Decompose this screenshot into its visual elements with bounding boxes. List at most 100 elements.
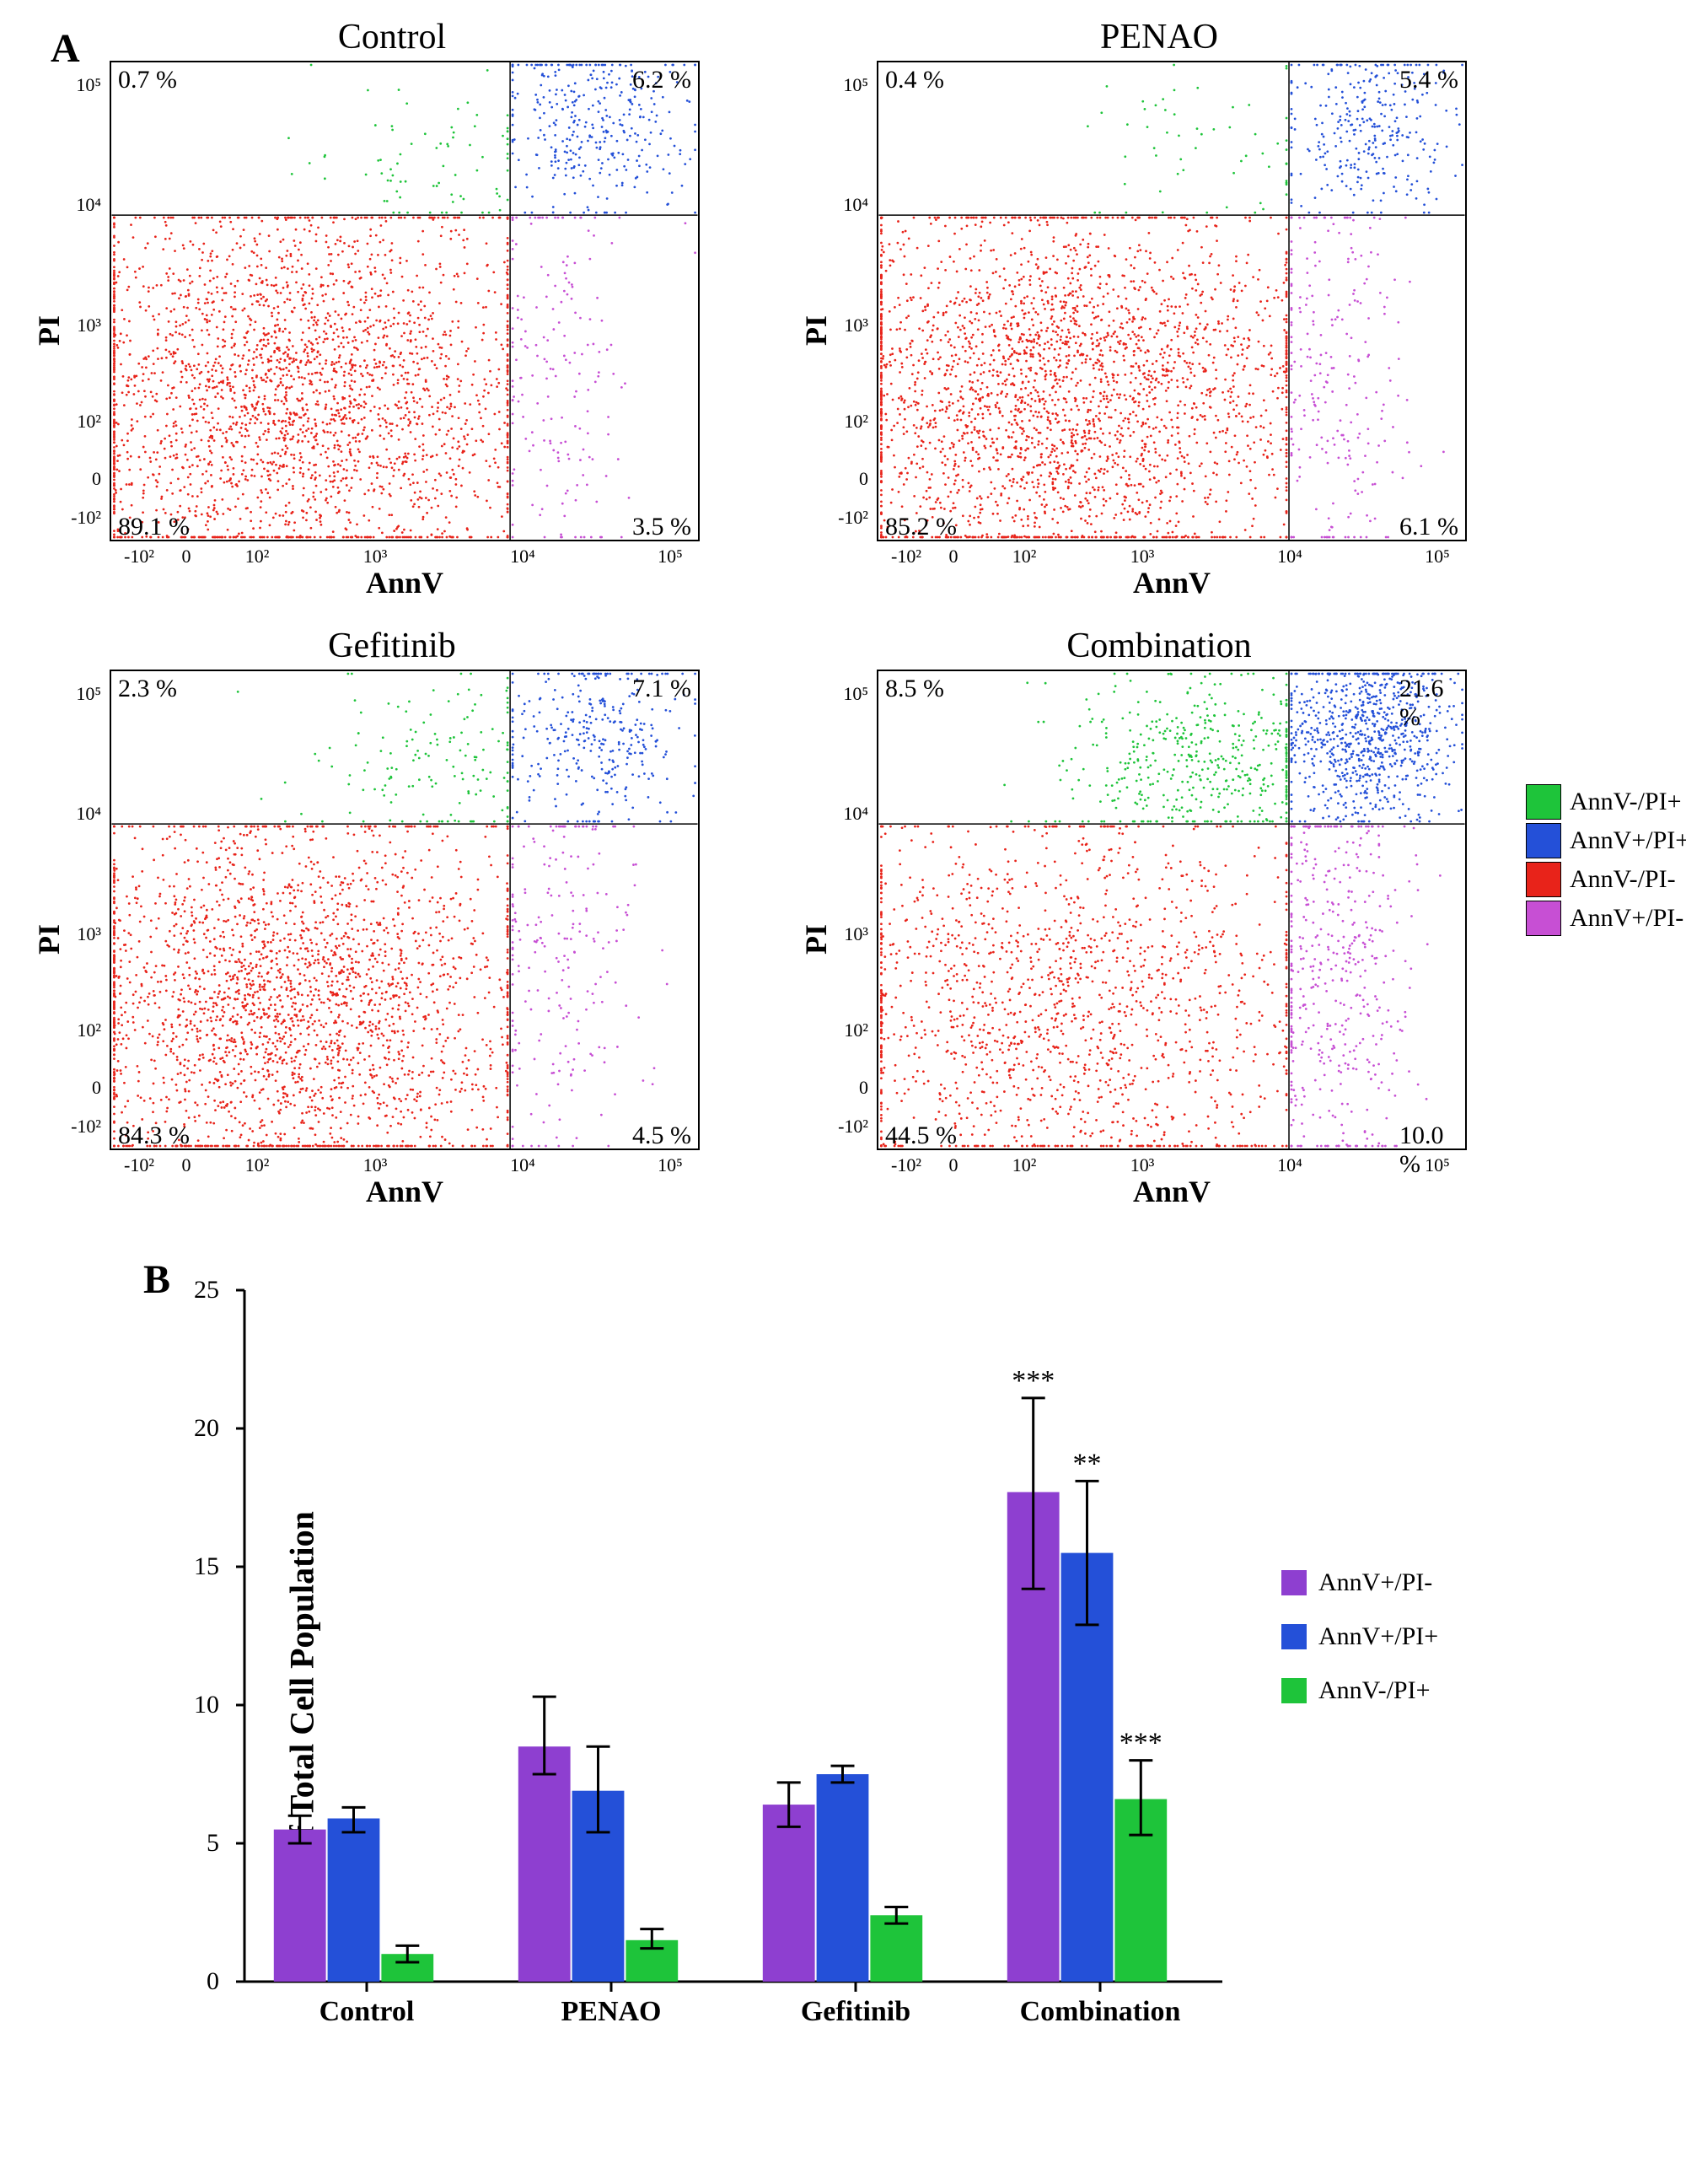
quadrant-percent: 4.5 %: [632, 1122, 691, 1150]
x-tick: 0: [182, 1154, 191, 1176]
bar-legend-item: AnnV+/PI+: [1281, 1622, 1438, 1651]
y-tick: 0: [801, 1077, 868, 1099]
scatter-plot: GefitinibPIAnnV-10²010²10³10⁴10⁵-10²010²…: [34, 626, 750, 1209]
quadrant-percent: 0.4 %: [885, 66, 944, 94]
legend-swatch: [1526, 784, 1561, 820]
x-tick: 10³: [363, 546, 388, 568]
x-tick: 10⁵: [658, 1154, 683, 1176]
bar-legend: AnnV+/PI- AnnV+/PI+ AnnV-/PI+: [1281, 1568, 1438, 1730]
bar-legend-swatch: [1281, 1624, 1307, 1649]
bar-legend-label: AnnV+/PI+: [1318, 1622, 1438, 1651]
legend-label: AnnV+/PI+: [1570, 826, 1686, 855]
significance-label: **: [1073, 1448, 1102, 1479]
quadrant-percent: 2.3 %: [118, 675, 177, 703]
scatter-svg: [110, 670, 700, 1150]
y-tick: 0: [34, 468, 101, 490]
quadrant-percent: 21.6 %: [1399, 675, 1458, 732]
quadrant-percent: 44.5 %: [885, 1122, 957, 1150]
x-tick: 10²: [1012, 1154, 1037, 1176]
x-tick: 10⁴: [510, 1154, 535, 1176]
bar: [518, 1746, 571, 1982]
x-tick: 10³: [363, 1154, 388, 1176]
bar: [870, 1915, 922, 1982]
quadrant-percent: 6.2 %: [632, 66, 691, 94]
bar-y-tick: 25: [135, 1276, 219, 1304]
x-tick: -10²: [891, 1154, 921, 1176]
y-tick: 10⁵: [34, 683, 101, 705]
x-tick: -10²: [891, 546, 921, 568]
x-tick: 0: [949, 546, 958, 568]
bar-y-tick: 15: [135, 1552, 219, 1581]
scatter-svg: [877, 670, 1467, 1150]
legend-item: AnnV-/PI-: [1526, 862, 1686, 897]
x-tick: 10⁵: [658, 546, 683, 568]
bar-chart-area: 0510152025ControlPENAOGefitinibCombinati…: [228, 1282, 1239, 2041]
bar-y-tick: 10: [135, 1691, 219, 1719]
scatter-legend: AnnV-/PI+ AnnV+/PI+ AnnV-/PI- AnnV+/PI-: [1526, 784, 1686, 939]
y-tick: -10²: [34, 1116, 101, 1138]
y-tick: 0: [801, 468, 868, 490]
plot-title: PENAO: [801, 17, 1517, 57]
y-tick: 10⁴: [801, 194, 868, 216]
y-tick: 10⁴: [34, 803, 101, 825]
bar-legend-item: AnnV+/PI-: [1281, 1568, 1438, 1597]
x-tick: -10²: [124, 1154, 154, 1176]
legend-swatch: [1526, 862, 1561, 897]
quadrant-percent: 5.4 %: [1399, 66, 1458, 94]
plot-title: Control: [34, 17, 750, 57]
y-tick: 10³: [34, 315, 101, 336]
bar-legend-item: AnnV-/PI+: [1281, 1676, 1438, 1705]
y-tick: 0: [34, 1077, 101, 1099]
scatter-plot: CombinationPIAnnV-10²010²10³10⁴10⁵-10²01…: [801, 626, 1517, 1209]
quadrant-percent: 0.7 %: [118, 66, 177, 94]
y-tick: 10²: [34, 1019, 101, 1041]
bar: [274, 1830, 326, 1982]
plot-title: Combination: [801, 626, 1517, 666]
scatter-plot: ControlPIAnnV-10²010²10³10⁴10⁵-10²010²10…: [34, 17, 750, 600]
quadrant-percent: 7.1 %: [632, 675, 691, 703]
x-axis-label: AnnV: [110, 565, 700, 600]
y-tick: -10²: [34, 507, 101, 529]
y-tick: 10²: [34, 411, 101, 433]
legend-label: AnnV-/PI-: [1570, 865, 1676, 894]
legend-item: AnnV+/PI-: [1526, 901, 1686, 936]
quadrant-percent: 8.5 %: [885, 675, 944, 703]
quadrant-percent: 10.0 %: [1399, 1122, 1458, 1179]
bar-chart-panel: % of Total Cell Population 0510152025Con…: [126, 1248, 1560, 2159]
y-tick: 10⁴: [34, 194, 101, 216]
y-tick: 10⁵: [34, 74, 101, 96]
scatter-svg: [877, 61, 1467, 541]
bar-y-tick: 5: [135, 1829, 219, 1858]
y-tick: 10⁵: [801, 683, 868, 705]
legend-swatch: [1526, 823, 1561, 858]
x-tick: 10²: [245, 546, 270, 568]
quadrant-percent: 89.1 %: [118, 513, 190, 541]
bar-legend-swatch: [1281, 1678, 1307, 1703]
scatter-grid: ControlPIAnnV-10²010²10³10⁴10⁵-10²010²10…: [34, 17, 1517, 1209]
x-tick: 10²: [245, 1154, 270, 1176]
legend-label: AnnV-/PI+: [1570, 788, 1682, 816]
x-tick: -10²: [124, 546, 154, 568]
bar-legend-label: AnnV+/PI-: [1318, 1568, 1432, 1597]
y-tick: 10²: [801, 411, 868, 433]
x-tick: 10⁴: [510, 546, 535, 568]
significance-label: ***: [1012, 1365, 1055, 1396]
y-tick: 10⁵: [801, 74, 868, 96]
x-tick: 0: [949, 1154, 958, 1176]
x-tick: 0: [182, 546, 191, 568]
x-tick: 10⁴: [1277, 1154, 1302, 1176]
x-tick: 10²: [1012, 546, 1037, 568]
legend-swatch: [1526, 901, 1561, 936]
x-tick: 10³: [1130, 1154, 1155, 1176]
bar: [763, 1805, 815, 1982]
bar-y-tick: 0: [135, 1967, 219, 1996]
bar-legend-label: AnnV-/PI+: [1318, 1676, 1431, 1705]
x-axis-label: AnnV: [110, 1174, 700, 1209]
quadrant-percent: 6.1 %: [1399, 513, 1458, 541]
plot-title: Gefitinib: [34, 626, 750, 666]
bar-svg: ********: [228, 1282, 1239, 2041]
x-tick: 10⁵: [1425, 546, 1450, 568]
legend-item: AnnV+/PI+: [1526, 823, 1686, 858]
y-tick: 10³: [34, 923, 101, 945]
quadrant-percent: 85.2 %: [885, 513, 957, 541]
